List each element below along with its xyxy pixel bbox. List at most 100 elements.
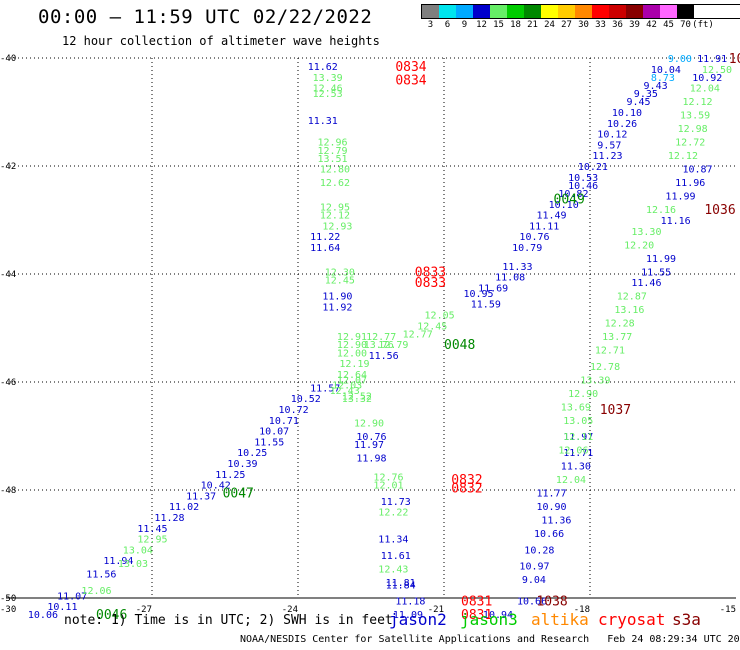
color-scale-legend: 3 6 9 12 15 18 21 24 27 30 33 36 39 42 45 70 (ft) bbox=[421, 4, 740, 31]
y-tick-label: -42 bbox=[0, 162, 16, 172]
wave-height-point: 12.19 bbox=[339, 359, 369, 370]
wave-height-point: 12.93 bbox=[322, 221, 352, 232]
wave-height-point: 10.10 bbox=[612, 108, 642, 119]
wave-height-point: 10.42 bbox=[201, 481, 231, 492]
pass-time-label: 0046 bbox=[96, 608, 127, 623]
wave-height-point: 11.16 bbox=[661, 216, 691, 227]
color-scale-label: 36 bbox=[612, 20, 623, 30]
color-scale-label: 24 bbox=[544, 20, 555, 30]
wave-height-point: 13.03 bbox=[118, 559, 148, 570]
wave-height-point: 10.28 bbox=[524, 545, 554, 556]
wave-height-point: 10.66 bbox=[534, 529, 564, 540]
wave-height-point: 10.46 bbox=[568, 181, 598, 192]
page-title: 00:00 – 11:59 UTC 02/22/2022 bbox=[38, 6, 373, 28]
wave-height-point: 12.90 bbox=[337, 340, 367, 351]
wave-height-point: 10.79 bbox=[512, 243, 542, 254]
color-scale-swatch bbox=[575, 5, 592, 18]
color-scale-label: 9 bbox=[461, 20, 468, 30]
color-scale-label: 21 bbox=[527, 20, 538, 30]
wave-height-point: 12.12 bbox=[320, 211, 350, 222]
wave-height-point: 12.28 bbox=[605, 319, 635, 330]
wave-height-point: 11.25 bbox=[215, 470, 245, 481]
wave-height-point: 12.05 bbox=[425, 311, 455, 322]
pass-time-label: 0831 bbox=[461, 608, 492, 623]
wave-height-point: 11.34 bbox=[378, 535, 408, 546]
pass-time-label: 0049 bbox=[554, 192, 585, 207]
wave-height-point: 11.98 bbox=[356, 454, 386, 465]
wave-height-point: 12.20 bbox=[624, 240, 654, 251]
wave-height-point: 12.90 bbox=[568, 389, 598, 400]
x-tick-label: -15 bbox=[720, 605, 736, 615]
wave-height-point: 11.02 bbox=[169, 502, 199, 513]
color-scale-swatch bbox=[609, 5, 626, 18]
wave-height-point: 10.82 bbox=[558, 189, 588, 200]
wave-height-point: 10.07 bbox=[259, 427, 289, 438]
pass-time-label: 0834 bbox=[395, 60, 426, 75]
wave-height-point: 12.72 bbox=[675, 138, 705, 149]
pass-time-label: 10 bbox=[729, 52, 740, 67]
wave-height-point: 12.00 bbox=[337, 348, 367, 359]
wave-height-point: 11.30 bbox=[561, 462, 591, 473]
wave-height-point: 11.84 bbox=[386, 581, 416, 592]
x-tick-label: -24 bbox=[282, 605, 298, 615]
color-scale-label: 70 bbox=[680, 20, 691, 30]
wave-height-point: 12.53 bbox=[313, 89, 343, 100]
y-tick-label: -46 bbox=[0, 378, 16, 388]
wave-height-point: 11.28 bbox=[154, 513, 184, 524]
wave-height-point: 11.62 bbox=[308, 62, 338, 73]
wave-height-point: 11.73 bbox=[381, 497, 411, 508]
wave-height-point: 11.90 bbox=[322, 292, 352, 303]
color-scale-swatch bbox=[592, 5, 609, 18]
wave-height-point: 11.33 bbox=[502, 262, 532, 273]
x-tick-label: -18 bbox=[574, 605, 590, 615]
wave-height-point: 10.21 bbox=[578, 162, 608, 173]
wave-height-point: 11.71 bbox=[563, 448, 593, 459]
color-scale-swatch bbox=[439, 5, 456, 18]
wave-height-point: 12.95 bbox=[137, 535, 167, 546]
wave-height-point: 11.64 bbox=[310, 243, 340, 254]
wave-height-point: 12.52 bbox=[342, 392, 372, 403]
x-tick-label: -21 bbox=[428, 605, 444, 615]
wave-height-point: 9.04 bbox=[522, 575, 546, 586]
wave-height-point: 10.39 bbox=[227, 459, 257, 470]
wave-height-point: 11.69 bbox=[478, 284, 508, 295]
wave-height-point: 12.79 bbox=[317, 146, 347, 157]
wave-height-point: 11.56 bbox=[86, 570, 116, 581]
wave-height-point: 10.97 bbox=[519, 562, 549, 573]
color-scale-label: 27 bbox=[561, 20, 572, 30]
wave-height-point: 11.81 bbox=[386, 578, 416, 589]
wave-height-point: 9.43 bbox=[644, 81, 668, 92]
wave-height-point: 13.69 bbox=[561, 402, 591, 413]
y-tick-label: -40 bbox=[0, 54, 16, 64]
satellite-legend-item: jason2 bbox=[389, 610, 447, 629]
color-scale-boxes bbox=[421, 4, 740, 19]
wave-height-point: 10.76 bbox=[519, 232, 549, 243]
wave-height-point: 12.01 bbox=[373, 481, 403, 492]
pass-time-label: 0832 bbox=[451, 473, 482, 488]
satellite-legend-item: jason3 bbox=[460, 610, 518, 629]
wave-height-point: 12.79 bbox=[378, 340, 408, 351]
wave-height-point: 12.43 bbox=[330, 386, 360, 397]
wave-height-point: 10.90 bbox=[536, 502, 566, 513]
wave-height-point: 11.96 bbox=[675, 178, 705, 189]
wave-height-point: 12.91 bbox=[337, 332, 367, 343]
wave-height-point: 10.76 bbox=[356, 432, 386, 443]
color-scale-label: 6 bbox=[444, 20, 451, 30]
wave-height-point: 12.77 bbox=[403, 329, 433, 340]
y-tick-label: -48 bbox=[0, 486, 16, 496]
wave-height-point: 12.80 bbox=[320, 165, 350, 176]
wave-height-point: 12.64 bbox=[337, 370, 367, 381]
wave-height-point: 11.23 bbox=[592, 151, 622, 162]
wave-height-point: 11.57 bbox=[310, 383, 340, 394]
wave-height-point: 8.73 bbox=[651, 73, 675, 84]
wave-height-point: 9.57 bbox=[597, 140, 621, 151]
pass-time-label: 0048 bbox=[444, 338, 475, 353]
color-scale-label: 33 bbox=[595, 20, 606, 30]
color-scale-label: 15 bbox=[493, 20, 504, 30]
color-scale-swatch bbox=[490, 5, 507, 18]
wave-height-point: 12.78 bbox=[590, 362, 620, 373]
wave-height-point: 12.03 bbox=[332, 381, 362, 392]
wave-height-point: 11.11 bbox=[529, 221, 559, 232]
wave-height-point: 12.50 bbox=[702, 65, 732, 76]
